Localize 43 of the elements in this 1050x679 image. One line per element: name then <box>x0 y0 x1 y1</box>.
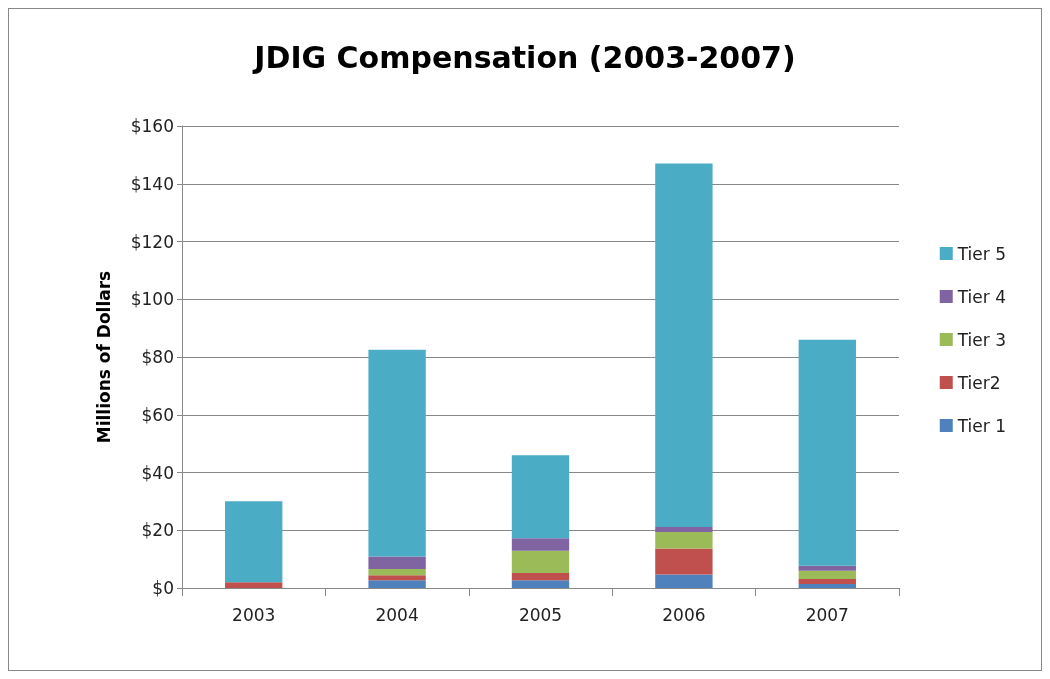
bar <box>511 572 570 581</box>
legend-label: Tier 5 <box>956 243 1007 264</box>
bar <box>225 501 283 583</box>
y-axis-title: Millions of Dollars <box>93 270 114 444</box>
bar <box>655 574 713 588</box>
bar <box>368 568 426 576</box>
x-tick-label: 2003 <box>232 604 276 625</box>
x-tick-label: 2007 <box>805 604 849 625</box>
chart-title: JDIG Compensation (2003-2007) <box>252 39 796 75</box>
bar <box>511 580 570 588</box>
bar <box>511 550 570 573</box>
bar <box>655 527 713 532</box>
legend-label: Tier 1 <box>956 415 1007 436</box>
y-tick-label: $60 <box>141 404 174 425</box>
bar <box>511 455 570 539</box>
bar <box>798 339 856 566</box>
y-tick-label: $160 <box>130 116 174 136</box>
x-tick-label: 2005 <box>518 604 563 625</box>
bar <box>655 163 713 528</box>
x-tick-label: 2006 <box>662 604 706 625</box>
bar <box>798 579 856 584</box>
y-tick-label: $100 <box>130 289 174 310</box>
y-tick-label: $0 <box>152 578 174 598</box>
legend-label: Tier2 <box>956 372 1001 393</box>
legend-label: Tier 3 <box>956 329 1007 350</box>
x-tick-label: 2004 <box>375 604 419 625</box>
bar <box>368 575 426 581</box>
bar <box>798 570 856 580</box>
y-tick-label: $120 <box>130 231 174 252</box>
y-tick-label: $20 <box>141 520 174 541</box>
bar <box>655 548 713 575</box>
y-tick-label: $80 <box>141 347 174 367</box>
y-tick-label: $140 <box>130 173 174 194</box>
legend-label: Tier 4 <box>956 286 1007 307</box>
bar <box>368 580 426 588</box>
bar <box>511 538 570 551</box>
y-tick-label: $40 <box>141 462 174 483</box>
bar <box>368 556 426 569</box>
bar <box>655 531 713 549</box>
bar <box>798 583 856 588</box>
bar <box>368 349 426 557</box>
bar <box>798 565 856 571</box>
bar <box>225 582 283 588</box>
